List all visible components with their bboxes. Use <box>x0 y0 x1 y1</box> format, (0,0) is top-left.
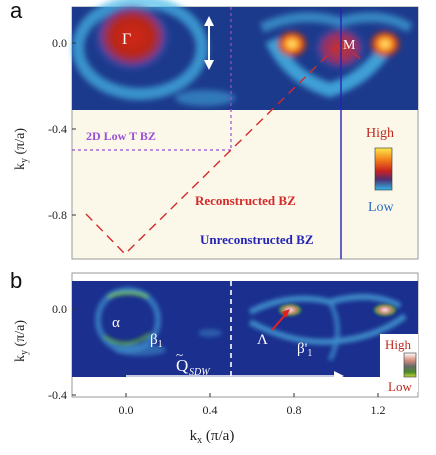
qsdw-label: Q ~ SDW <box>176 347 211 378</box>
colorbar-b-high: High <box>385 337 412 352</box>
reconstructed-bz-line <box>85 41 365 255</box>
xtick-1: 0.4 <box>203 403 218 417</box>
beta1-label: β1 <box>150 332 163 350</box>
panel-b-colorbar: High Low <box>380 334 418 394</box>
alpha-label: α <box>112 315 120 331</box>
qsdw-tilde: ~ <box>176 347 183 362</box>
unreconstructed-bz-label: Unreconstructed BZ <box>200 232 314 247</box>
panel-a-letter: a <box>10 0 23 23</box>
panel-b-letter: b <box>10 268 23 293</box>
m-label: M <box>343 38 356 53</box>
x-axis: 0.0 0.4 0.8 1.2 kx (π/a) <box>119 393 386 446</box>
xtick-2: 0.8 <box>287 403 302 417</box>
panel-b-ylabel: ky (π/a) <box>13 320 30 362</box>
panel-a-ytick-2: -0.8 <box>48 208 67 222</box>
qsdw-subscript: SDW <box>189 367 211 378</box>
panel-b-ytick-0: 0.0 <box>52 302 67 316</box>
panel-b-ytick-1: -0.4 <box>48 388 67 402</box>
reconstructed-bz-label: Reconstructed BZ <box>195 193 296 208</box>
lambda-label: Λ <box>257 332 268 348</box>
qsdw-symbol: Q <box>176 356 188 375</box>
panel-a-ytick-1: -0.4 <box>48 122 67 136</box>
xtick-3: 1.2 <box>371 403 386 417</box>
colorbar-a-high: High <box>366 126 394 141</box>
colorbar-a-low: Low <box>368 200 395 215</box>
qsdw-arrow <box>126 371 344 381</box>
panel-b-arpes-map <box>72 281 418 377</box>
gamma-label: Γ <box>122 31 131 48</box>
panel-b-y-axis: 0.0 -0.4 ky (π/a) <box>13 302 76 402</box>
lambda-arrow <box>271 309 290 331</box>
x-axis-label: kx (π/a) <box>190 428 235 446</box>
beta1p-label: β'1 <box>297 341 312 359</box>
panel-a-double-arrow <box>204 16 214 70</box>
panel-a-y-axis: 0.0 -0.4 -0.8 ky (π/a) <box>13 36 76 222</box>
panel-a-ylabel: ky (π/a) <box>13 128 30 170</box>
panel-a-arpes-map <box>72 0 418 110</box>
bz-2d-label: 2D Low T BZ <box>86 129 156 143</box>
panel-a-ytick-0: 0.0 <box>52 36 67 50</box>
colorbar-b-low: Low <box>388 379 412 394</box>
xtick-0: 0.0 <box>119 403 134 417</box>
panel-a-colorbar: High Low <box>366 126 395 215</box>
